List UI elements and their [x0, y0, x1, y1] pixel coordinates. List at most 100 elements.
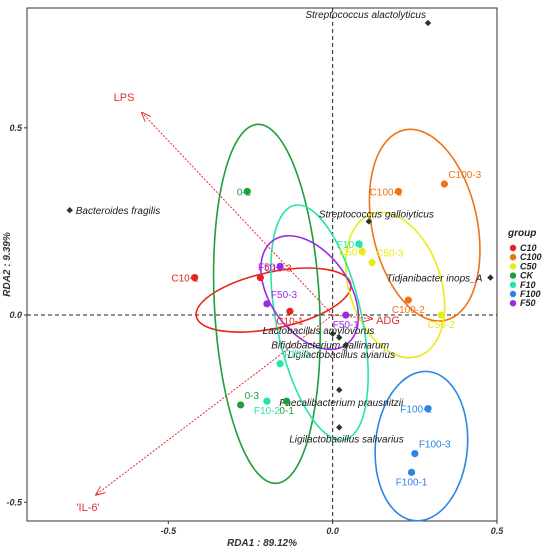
species-marker-ligilactobacillus-salivarius	[336, 424, 343, 431]
sample-label-f100-2: F100-2	[400, 405, 432, 416]
ellipse-f10	[270, 204, 369, 441]
sample-label-c100-3: C100-3	[448, 170, 481, 181]
sample-label-0-1: 0-1	[279, 406, 294, 417]
sample-label-c10-2: C10-2	[171, 274, 199, 285]
sample-point-c50-1	[358, 247, 366, 255]
legend-label-ck: CK	[520, 271, 534, 281]
sample-label-c50-3: C50-3	[376, 249, 404, 260]
sample-point-0-3	[237, 401, 245, 409]
ellipse-c50	[344, 211, 446, 359]
sample-label-c100-2: C100-2	[392, 305, 425, 316]
vector-il-6	[96, 314, 333, 495]
sample-point-f100-1	[407, 468, 416, 476]
species-marker-lactobacillus-amylovorus	[329, 330, 336, 337]
sample-label-f10-3: F10-3	[337, 240, 364, 251]
species-label-bifidobacterium-gallinarum: Bifidobacterium gallinarum	[271, 341, 389, 352]
sample-point-f10-1	[276, 360, 284, 368]
sample-label-f50-3: F50-3	[271, 290, 298, 301]
species-label-ligilactobacillus-salivarius: Ligilactobacillus salivarius	[289, 434, 404, 445]
sample-point-f50-1	[342, 311, 350, 319]
environment-vectors: LPS 'IL-6' ADG	[76, 92, 400, 514]
sample-point-f100-2	[424, 405, 432, 413]
species-marker-tidjanibacter-inops-a	[487, 274, 494, 281]
x-tick-label: -0.5	[161, 526, 178, 536]
sample-point-0-1	[283, 397, 291, 405]
sample-label-c10-1: C10-1	[276, 316, 304, 327]
sample-point-0-2	[243, 187, 251, 196]
reference-lines	[27, 8, 497, 521]
sample-point-c100-3	[440, 180, 449, 188]
sample-label-f50-1: F50-1	[333, 320, 360, 331]
legend-swatch-f50	[509, 300, 517, 307]
legend-label-c50: C50	[520, 261, 537, 271]
ellipse-f100	[374, 370, 469, 522]
legend-label-c10: C10	[520, 243, 537, 253]
species-label-streptococcus-galloiyticus: Streptococcus galloiyticus	[319, 209, 434, 220]
sample-point-c50-2	[437, 311, 445, 319]
sample-label-c50-1: C50-1	[339, 247, 367, 258]
vector-label-adg: ADG	[376, 315, 400, 327]
sample-label-c100-1: C100-1	[370, 187, 403, 198]
legend-swatch-f100	[509, 290, 517, 298]
plot-frame	[26, 7, 498, 522]
legend-label-c100: C100	[520, 252, 542, 262]
legend-swatch-c100	[509, 254, 517, 261]
sample-label-0-2: 0-2	[237, 187, 252, 198]
species-marker-streptococcus-galloiyticus	[365, 218, 373, 225]
legend-label-f10: F10	[520, 280, 536, 290]
species-marker-bacteroides-fragilis	[66, 207, 73, 214]
sample-point-c50-3	[368, 259, 376, 267]
sample-label-0-3: 0-3	[245, 391, 260, 402]
legend-label-f100: F100	[520, 289, 541, 299]
sample-label-f50-2: F50-2	[258, 262, 285, 273]
sample-point-f50-2	[276, 262, 284, 270]
vector-label-il-6: 'IL-6'	[76, 502, 99, 514]
sample-point-c100-1	[394, 187, 402, 196]
x-tick-label: 0.0	[326, 526, 339, 536]
species-markers: Streptococcus alactolyticus Bacteroides f…	[66, 10, 494, 445]
legend-swatch-c10	[509, 244, 517, 252]
sample-point-c10-3	[256, 274, 264, 282]
y-tick-label: 0.0	[9, 310, 22, 320]
sample-point-c10-2	[191, 274, 199, 282]
x-axis-title: RDA1 : 89.12%	[227, 538, 297, 548]
species-label-bacteroides-fragilis: Bacteroides fragilis	[76, 206, 160, 217]
vector-lps	[142, 113, 334, 316]
legend-swatch-ck	[509, 272, 517, 279]
species-marker-ligilactobacillus-aviarius	[342, 341, 350, 349]
sample-point-c100-2	[404, 296, 412, 304]
sample-point-f10-3	[355, 240, 363, 248]
sample-point-f10-2	[263, 397, 271, 405]
species-label-tidjanibacter-inops-a: Tidjanibacter inops_A	[386, 274, 482, 285]
sample-label-f10-1: F10-1	[284, 350, 311, 361]
species-marker-bifidobacterium-gallinarum	[336, 334, 343, 341]
ellipse-c100	[368, 128, 481, 322]
y-tick-label: -0.5	[6, 497, 23, 507]
sample-point-c10-1	[286, 307, 294, 315]
species-label-streptococcus-alactolyticus: Streptococcus alactolyticus	[305, 10, 426, 21]
sample-label-f100-1: F100-1	[396, 477, 428, 488]
vector-label-lps: LPS	[114, 92, 135, 104]
legend-label-f50: F50	[520, 298, 536, 308]
y-axis-title: RDA2 : 9.39%	[2, 232, 13, 297]
vector-adg	[332, 315, 372, 319]
sample-label-f10-2: F10-2	[254, 406, 281, 417]
y-tick-label: 0.5	[9, 123, 23, 133]
legend-swatch-f10	[509, 281, 517, 288]
species-label-faecalibacterium-prausnitzii: Faecalibacterium prausnitzii	[279, 398, 404, 409]
species-marker-faecalibacterium-prausnitzii	[336, 386, 343, 394]
species-label-lactobacillus-amylovorus: Lactobacillus amylovorus	[263, 326, 375, 337]
sample-label-c50-2: C50-2	[428, 320, 456, 331]
sample-point-f50-3	[263, 300, 271, 308]
legend-swatch-c50	[509, 263, 517, 270]
species-label-ligilactobacillus-aviarius: Ligilactobacillus aviarius	[288, 350, 395, 361]
sample-points: C10-2C10-3C10-1C100-1C100-3C100-2C50-1C5…	[171, 170, 481, 488]
axes: -0.5 0.0 0.5 -0.5 0.0 0.5 RDA1 : 89.12% RDA2 : …	[2, 123, 505, 549]
sample-label-f100-3: F100-3	[419, 440, 451, 451]
x-tick-label: 0.5	[491, 526, 505, 536]
legend-title: group	[507, 228, 536, 239]
species-marker-streptococcus-alactolyticus	[424, 19, 432, 27]
